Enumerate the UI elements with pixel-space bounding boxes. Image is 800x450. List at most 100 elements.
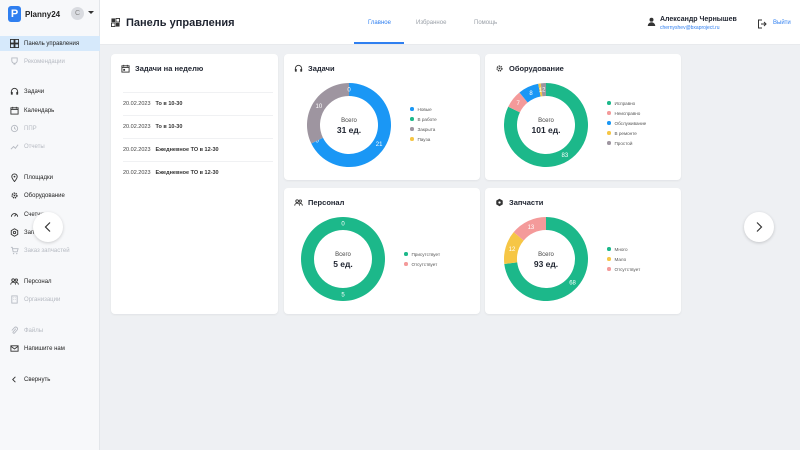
legend-item[interactable]: Неисправно [607,108,646,118]
legend-item[interactable]: Пауза [410,134,437,144]
sidebar-item-equipment[interactable]: Оборудование [0,188,100,203]
donut-center-label: Всего [335,252,351,258]
donut-segment[interactable] [504,83,588,167]
legend-item[interactable]: Закрыта [410,124,437,134]
donut-segment[interactable] [301,217,386,301]
card-title-text: Оборудование [509,64,564,73]
donut-segment[interactable] [513,217,546,241]
legend-swatch [607,247,611,251]
cart-icon [10,246,19,255]
legend-swatch [607,257,611,261]
sidebar-item-organizations[interactable]: Организации [0,292,100,307]
donut-segment[interactable] [538,83,543,97]
sidebar-item-label: Отчеты [24,143,45,150]
legend-label: Простой [614,140,633,146]
list-item[interactable]: 20.02.2023 То в 10-30 [123,92,273,114]
legend-label: Новые [417,106,432,112]
donut-center-value: 101 ед. [531,125,560,135]
legend-swatch [410,127,414,131]
tab-favorites[interactable]: Избранное [416,20,447,26]
week-tasks-card: Задачи на неделю 20.02.2023 То в 10-30 20… [111,54,278,314]
list-item[interactable]: 20.02.2023 Ежедневное ТО в 12-30 [123,138,273,160]
sidebar-collapse-button[interactable]: Свернуть [0,372,100,387]
segment-value-label: 0 [341,222,345,228]
page-title: Панель управления [126,17,235,29]
donut-segment[interactable] [508,92,528,113]
company-avatar[interactable]: С [71,7,84,20]
donut-segment[interactable] [504,232,524,264]
donut-center-value: 31 ед. [337,125,361,135]
equipment-legend: Исправно Неисправно Обслуживание В ремонте П… [607,98,646,148]
donut-segment[interactable] [311,83,391,167]
sidebar-item-meters[interactable]: Счетчики [0,207,100,222]
next-button[interactable] [744,212,774,242]
task-date: 20.02.2023 [123,169,151,176]
sidebar-item-tasks[interactable]: Задачи [0,84,100,99]
sidebar-item-label: Оборудование [24,192,65,199]
logout-button[interactable]: Выйти [773,20,791,26]
sidebar-item-label: Рекомендации [24,58,65,65]
legend-item[interactable]: Отсутствует [607,264,640,274]
sidebar-item-sites[interactable]: Площадки [0,170,100,185]
card-title-text: Персонал [308,198,345,207]
previous-button[interactable] [33,212,63,242]
legend-item[interactable]: В работе [410,114,437,124]
logout-icon[interactable] [757,19,767,29]
app-name: Planny24 [25,9,61,19]
card-title: Оборудование [495,64,564,73]
gear-icon [11,192,18,199]
tab-help[interactable]: Помощь [474,20,498,26]
list-item[interactable]: 20.02.2023 То в 10-30 [123,115,273,137]
tasks-chart-card: Задачи 21 0 10 0 Всего 31 ед. Новые В работе За… [284,54,480,180]
list-item[interactable]: 20.02.2023 Ежедневное ТО в 12-30 [123,161,273,183]
donut-segment[interactable] [504,217,588,301]
task-name: То в 10-30 [155,100,183,107]
user-name[interactable]: Александр Чернышев [660,16,737,23]
sidebar-item-label: Площадки [24,174,53,181]
headset-icon [10,87,19,95]
sidebar-item-recommendations[interactable]: Рекомендации [0,54,100,69]
legend-label: В ремонте [614,130,637,136]
sidebar-item-reports[interactable]: Отчеты [0,139,100,154]
legend-item[interactable]: Обслуживание [607,118,646,128]
legend-label: Пауза [417,136,431,142]
segment-value-label: 12 [509,247,516,253]
sidebar-item-calendar[interactable]: Календарь [0,103,100,118]
sidebar-item-dashboard[interactable]: Панель управления [0,36,100,51]
app-logo[interactable]: P Planny24 [8,6,60,22]
calendar-icon [121,64,130,73]
donut-segment[interactable] [307,83,349,144]
mail-icon [10,345,19,352]
chevron-left-icon [44,222,51,232]
card-title-text: Запчасти [509,198,544,207]
sidebar-item-label: Задачи [24,88,45,95]
donut-segment[interactable] [519,83,541,103]
donut-segment[interactable] [540,83,546,97]
legend-item[interactable]: Простой [607,138,646,148]
legend-item[interactable]: Много [607,244,640,254]
legend-item[interactable]: Новые [410,104,437,114]
legend-swatch [607,121,611,125]
headset-icon [294,64,303,72]
legend-item[interactable]: Присутствует [404,249,440,259]
legend-item[interactable]: Исправно [607,98,646,108]
sidebar-item-contact[interactable]: Напишите нам [0,341,100,356]
legend-label: Много [614,246,628,252]
legend-label: Отсутствует [614,266,641,272]
sidebar-item-staff[interactable]: Персонал [0,274,100,289]
legend-swatch [404,252,408,256]
chevron-down-icon[interactable] [88,11,94,14]
sidebar-item-parts-order[interactable]: Заказ запчастей [0,243,100,258]
segment-value-label: 83 [562,153,569,159]
donut-center-label: Всего [341,118,357,124]
sidebar-item-ppr[interactable]: ППР [0,121,100,136]
sidebar-item-files[interactable]: Файлы [0,323,100,338]
legend-item[interactable]: Мало [607,254,640,264]
legend-item[interactable]: Отсутствует [404,259,440,269]
legend-item[interactable]: В ремонте [607,128,646,138]
tab-main[interactable]: Главное [368,20,391,26]
legend-swatch [410,137,414,141]
segment-value-label: 0 [347,88,351,94]
